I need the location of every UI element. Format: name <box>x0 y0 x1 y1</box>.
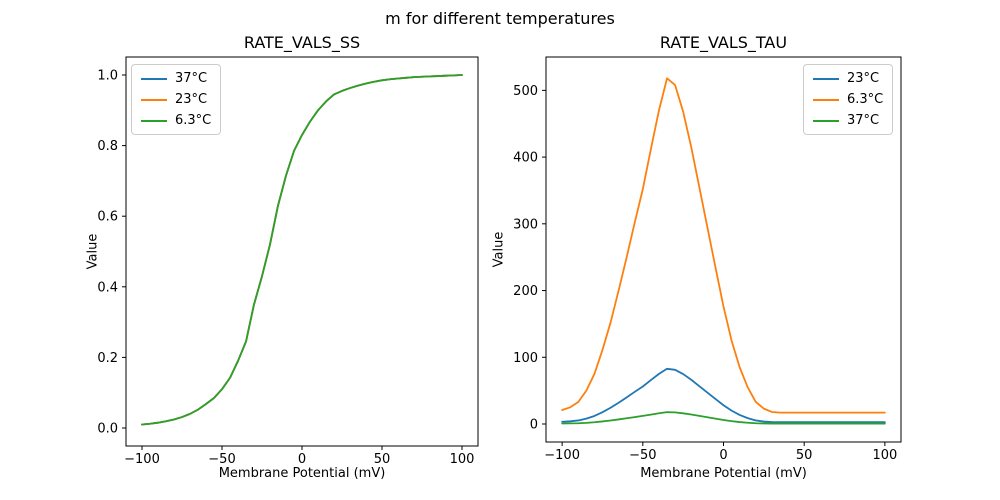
legend-entry: 23°C <box>813 70 883 87</box>
y-tick-label: 100 <box>513 351 538 366</box>
left-x-axis-label: Membrane Potential (mV) <box>218 466 386 481</box>
y-tick-label: 400 <box>513 151 538 166</box>
left-subplot-title: RATE_VALS_SS <box>243 33 361 52</box>
x-tick-label: −50 <box>208 452 235 467</box>
right-y-axis-label: Value <box>491 231 507 268</box>
x-tick-label: 50 <box>796 448 813 463</box>
y-tick-label: 1.0 <box>97 69 118 84</box>
series-line-37c <box>561 411 886 425</box>
x-tick-label: −100 <box>124 452 160 467</box>
y-tick-label: 0.2 <box>97 351 118 366</box>
x-tick-label: 50 <box>374 452 391 467</box>
legend-label: 23°C <box>847 71 880 86</box>
y-tick-label: 200 <box>513 284 538 299</box>
x-tick-label: 0 <box>298 452 306 467</box>
left-y-axis-label: Value <box>85 233 101 270</box>
legend-label: 23°C <box>175 92 208 107</box>
line-swatch-23c <box>813 77 839 80</box>
left-legend: 37°C 23°C 6.3°C <box>131 64 222 135</box>
x-tick-label: 0 <box>719 448 727 463</box>
legend-label: 37°C <box>175 71 208 86</box>
y-tick-label: 0.6 <box>97 210 118 225</box>
figure-suptitle: m for different temperatures <box>385 9 615 28</box>
y-tick-label: 0 <box>530 417 538 432</box>
right-subplot-title: RATE_VALS_TAU <box>659 33 788 52</box>
legend-entry: 6.3°C <box>813 91 883 108</box>
legend-entry: 6.3°C <box>141 112 211 129</box>
line-swatch-37c <box>813 119 839 122</box>
legend-label: 6.3°C <box>175 113 212 128</box>
y-tick-label: 300 <box>513 217 538 232</box>
x-tick-label: 100 <box>872 448 897 463</box>
line-swatch-37c <box>141 77 167 80</box>
series-line-23c <box>561 367 886 424</box>
right-legend: 23°C 6.3°C 37°C <box>803 64 894 135</box>
x-tick-label: −100 <box>544 448 580 463</box>
legend-entry: 23°C <box>141 91 211 108</box>
y-tick-label: 500 <box>513 84 538 99</box>
x-tick-label: −50 <box>629 448 656 463</box>
y-tick-label: 0.8 <box>97 139 118 154</box>
line-swatch-6-3c <box>141 119 167 122</box>
line-swatch-6-3c <box>813 98 839 101</box>
x-tick-label: 100 <box>450 452 475 467</box>
legend-label: 37°C <box>847 113 880 128</box>
legend-entry: 37°C <box>141 70 211 87</box>
y-tick-label: 0.0 <box>97 421 118 436</box>
y-tick-label: 0.4 <box>97 280 118 295</box>
legend-label: 6.3°C <box>847 92 884 107</box>
series-line-63c <box>141 74 463 426</box>
legend-entry: 37°C <box>813 112 883 129</box>
right-x-axis-label: Membrane Potential (mV) <box>640 466 807 481</box>
line-swatch-23c <box>141 98 167 101</box>
series-line-63c <box>561 77 886 414</box>
